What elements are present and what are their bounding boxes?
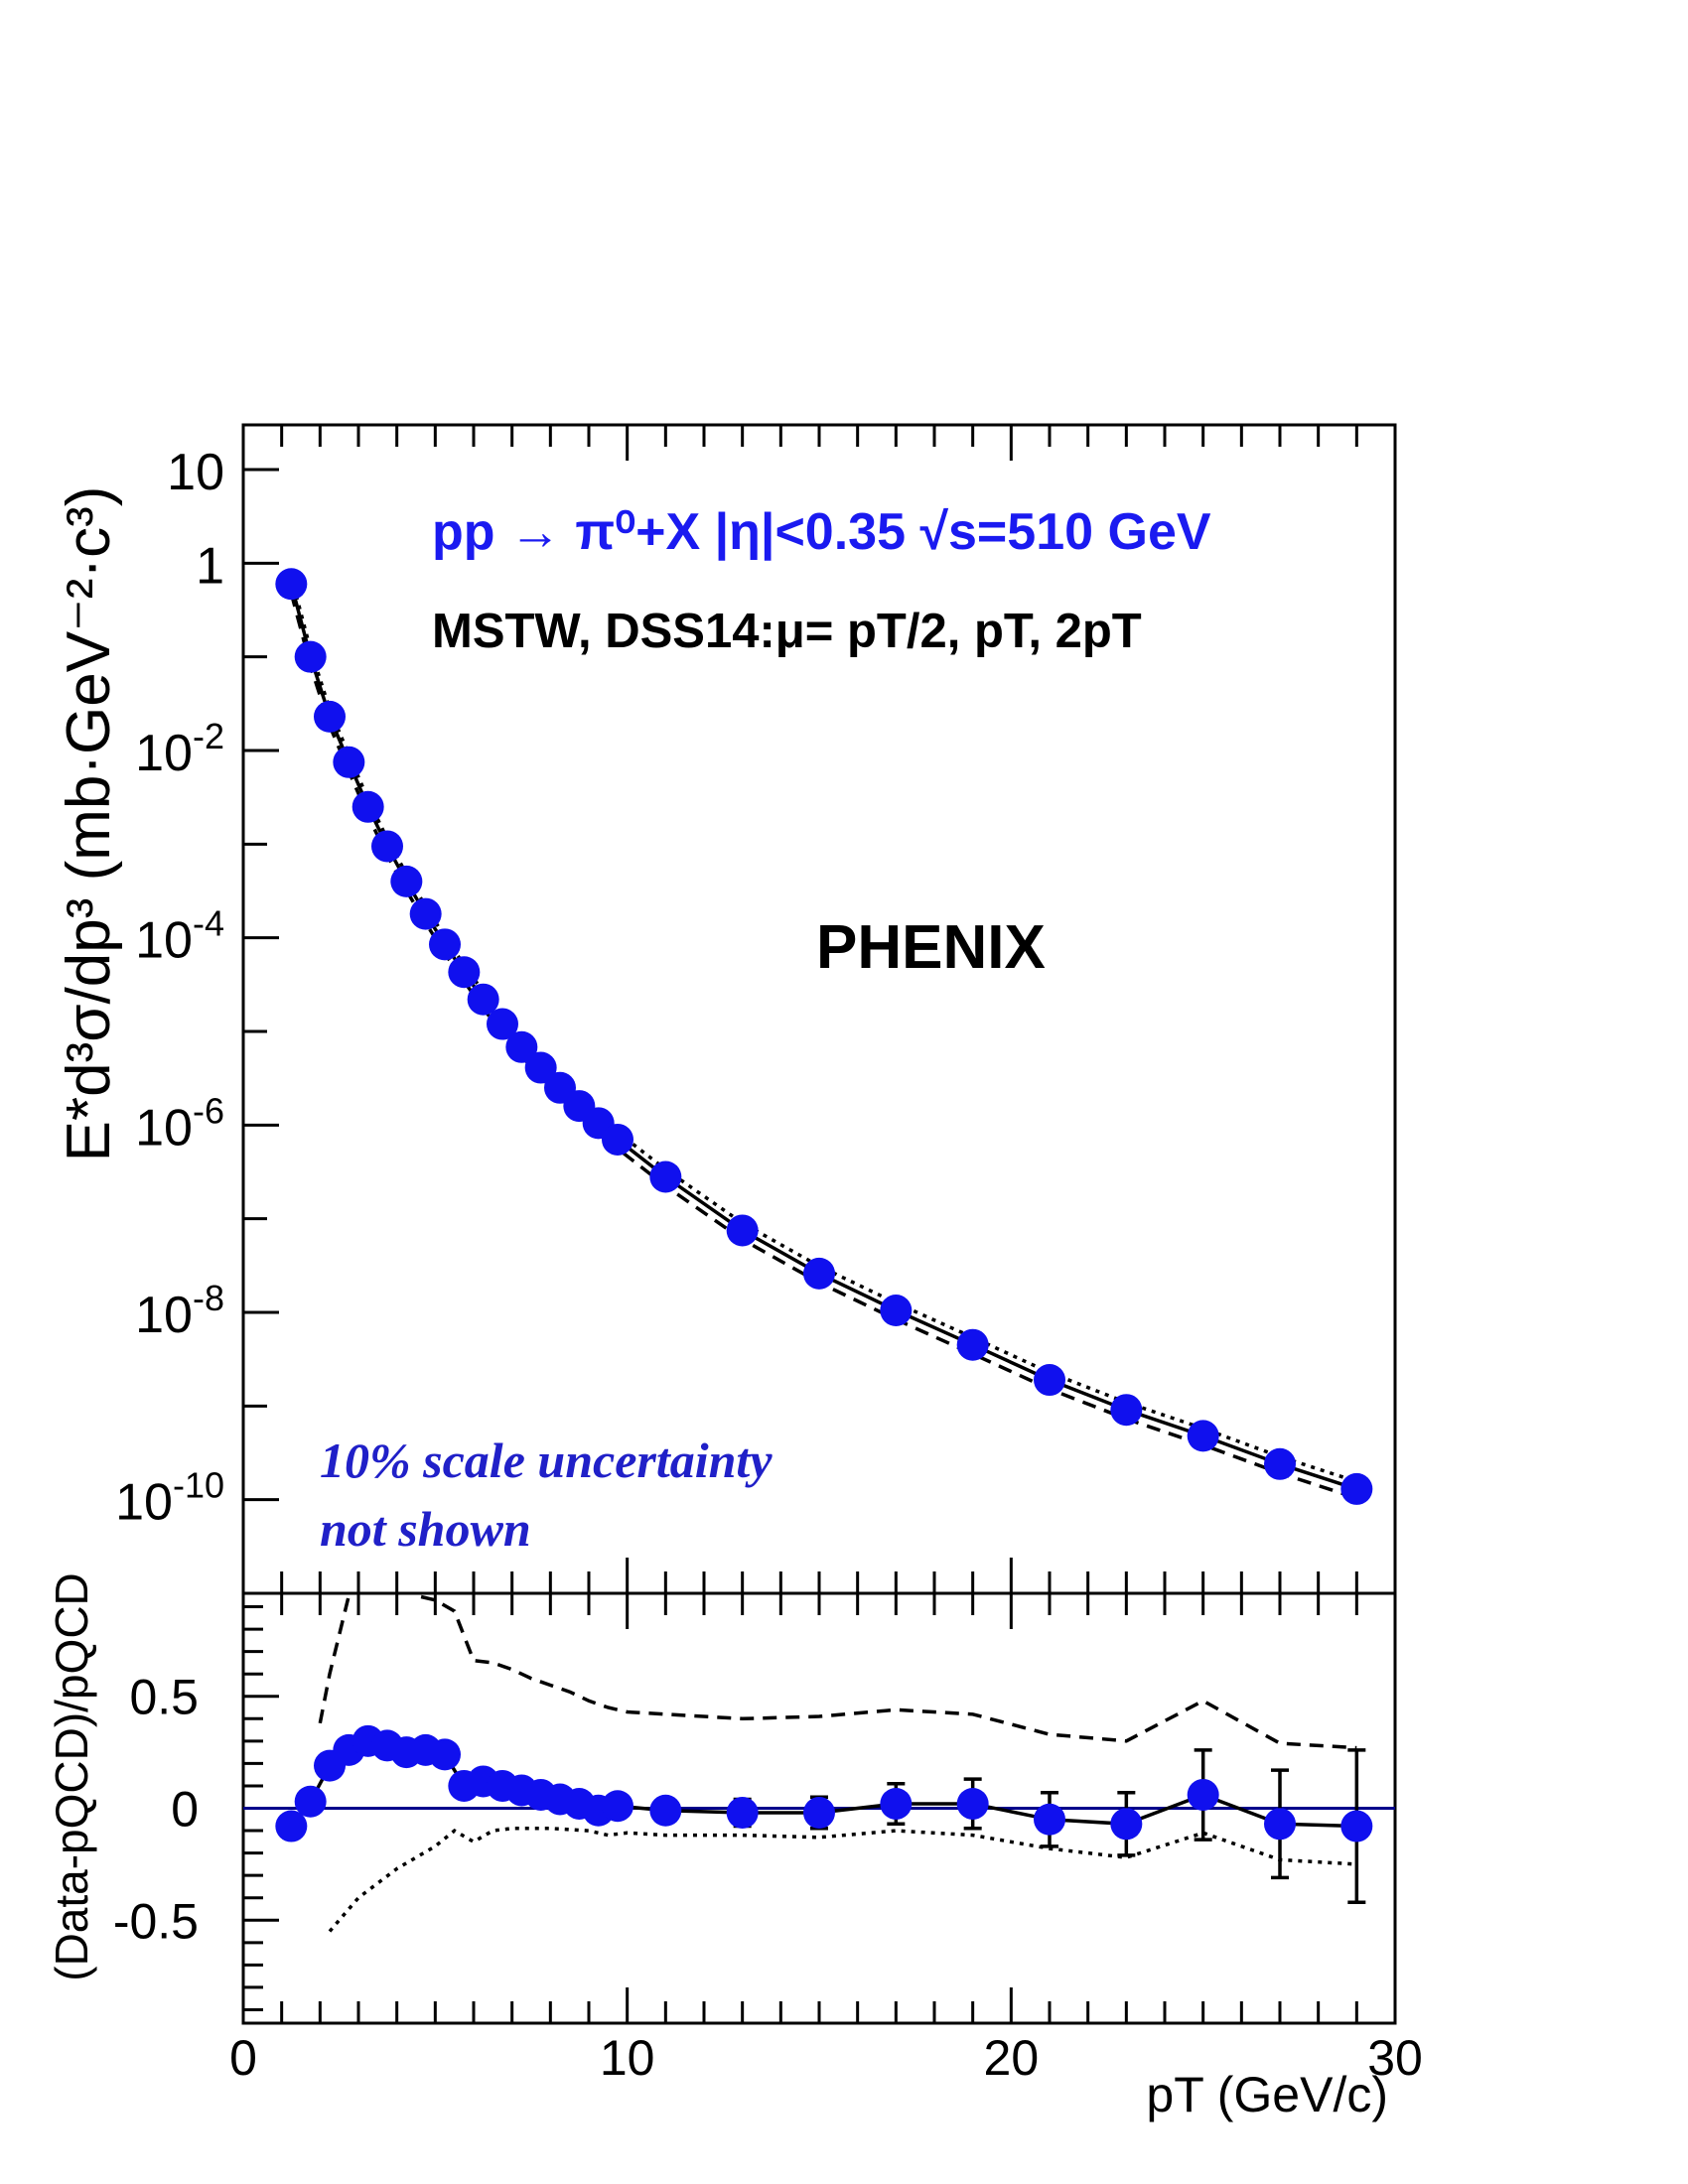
x-tick-label: 20 bbox=[984, 2030, 1040, 2086]
data-point bbox=[1340, 1472, 1373, 1505]
ratio-point bbox=[803, 1797, 835, 1830]
process-annotation: pp → π⁰+X |η|<0.35 √s=510 GeV bbox=[432, 503, 1211, 561]
data-point bbox=[409, 897, 442, 930]
scale-note-line1: 10% scale uncertainty bbox=[320, 1433, 773, 1488]
data-point bbox=[333, 746, 365, 778]
upper-plot-frame bbox=[241, 423, 1397, 1595]
upper-axis-ticks bbox=[241, 425, 1397, 1595]
data-point bbox=[294, 640, 327, 673]
data-point bbox=[352, 790, 384, 823]
x-tick-label: 10 bbox=[600, 2030, 655, 2086]
ratio-points bbox=[275, 1724, 1373, 1843]
y-tick-label: 10-10 bbox=[115, 1465, 224, 1532]
theory-curve-dotted bbox=[289, 576, 1357, 1484]
y-tick-label: 10-6 bbox=[135, 1090, 224, 1157]
upper-y-axis-title: E*d³σ/dp³ (mb·GeV⁻²·c³) bbox=[55, 486, 123, 1162]
y-tick-label: 1 bbox=[196, 537, 224, 595]
data-point bbox=[649, 1160, 682, 1193]
x-axis-title: pT (GeV/c) bbox=[1146, 2067, 1388, 2122]
data-point bbox=[1110, 1394, 1143, 1427]
lower-y-tick-labels: 0.5 0 -0.5 bbox=[113, 1670, 199, 1950]
ratio-point bbox=[726, 1797, 759, 1830]
ratio-point bbox=[649, 1794, 682, 1827]
x-tick-label: 30 bbox=[1367, 2030, 1423, 2086]
data-point bbox=[956, 1328, 989, 1361]
y-tick-label: 10-2 bbox=[135, 716, 224, 782]
theory-curves bbox=[289, 576, 1357, 1500]
ratio-point bbox=[294, 1785, 327, 1818]
data-point bbox=[524, 1051, 557, 1084]
ratio-point bbox=[1034, 1803, 1065, 1836]
y-tick-label: -0.5 bbox=[113, 1893, 199, 1949]
data-point bbox=[467, 983, 499, 1016]
ratio-point bbox=[1187, 1778, 1219, 1811]
data-point bbox=[448, 956, 481, 989]
data-point bbox=[275, 568, 308, 601]
ratio-curve-dotted bbox=[328, 1827, 1357, 1933]
y-tick-label: 0 bbox=[171, 1782, 199, 1838]
data-point bbox=[314, 700, 346, 733]
data-point bbox=[390, 865, 423, 897]
data-point bbox=[803, 1257, 835, 1290]
ratio-scale-variation-curves bbox=[318, 1593, 1357, 1933]
x-tick-labels: 0 10 20 30 bbox=[229, 2030, 1423, 2086]
x-tick-label: 0 bbox=[229, 2030, 257, 2086]
cross-section-points bbox=[275, 568, 1373, 1505]
theory-annotation: MSTW, DSS14:μ= pT/2, pT, 2pT bbox=[432, 605, 1142, 658]
lower-axis-ticks bbox=[241, 1593, 1397, 2023]
ratio-point bbox=[1340, 1810, 1373, 1843]
experiment-label: PHENIX bbox=[816, 913, 1046, 982]
theory-curve-solid bbox=[289, 583, 1357, 1491]
data-point bbox=[505, 1030, 538, 1063]
data-point bbox=[602, 1123, 633, 1156]
data-point bbox=[487, 1008, 518, 1040]
ratio-curve-dashed bbox=[318, 1593, 1357, 1750]
theory-curve-dashed bbox=[289, 592, 1357, 1500]
ratio-point bbox=[1110, 1808, 1143, 1841]
data-point bbox=[726, 1214, 759, 1247]
ratio-point bbox=[429, 1738, 461, 1771]
upper-y-tick-labels: 10 1 10-2 10-4 10-6 10-8 10-10 bbox=[115, 444, 224, 1532]
data-point bbox=[880, 1295, 913, 1327]
lower-y-axis-title: (Data-pQCD)/pQCD bbox=[46, 1572, 97, 1981]
ratio-point bbox=[275, 1810, 308, 1843]
ratio-point bbox=[956, 1787, 989, 1820]
ratio-point bbox=[1264, 1808, 1296, 1841]
data-point bbox=[1034, 1364, 1065, 1397]
ratio-point bbox=[602, 1790, 633, 1823]
y-tick-label: 0.5 bbox=[129, 1670, 199, 1725]
data-point bbox=[1264, 1447, 1296, 1480]
data-point bbox=[429, 928, 461, 961]
y-tick-label: 10-8 bbox=[135, 1278, 224, 1344]
data-point bbox=[1187, 1420, 1219, 1452]
data-point bbox=[371, 830, 403, 863]
ratio-point bbox=[880, 1787, 913, 1820]
scale-note-line2: not shown bbox=[320, 1501, 531, 1557]
y-tick-label: 10 bbox=[167, 444, 224, 501]
y-tick-label: 10-4 bbox=[135, 903, 224, 970]
